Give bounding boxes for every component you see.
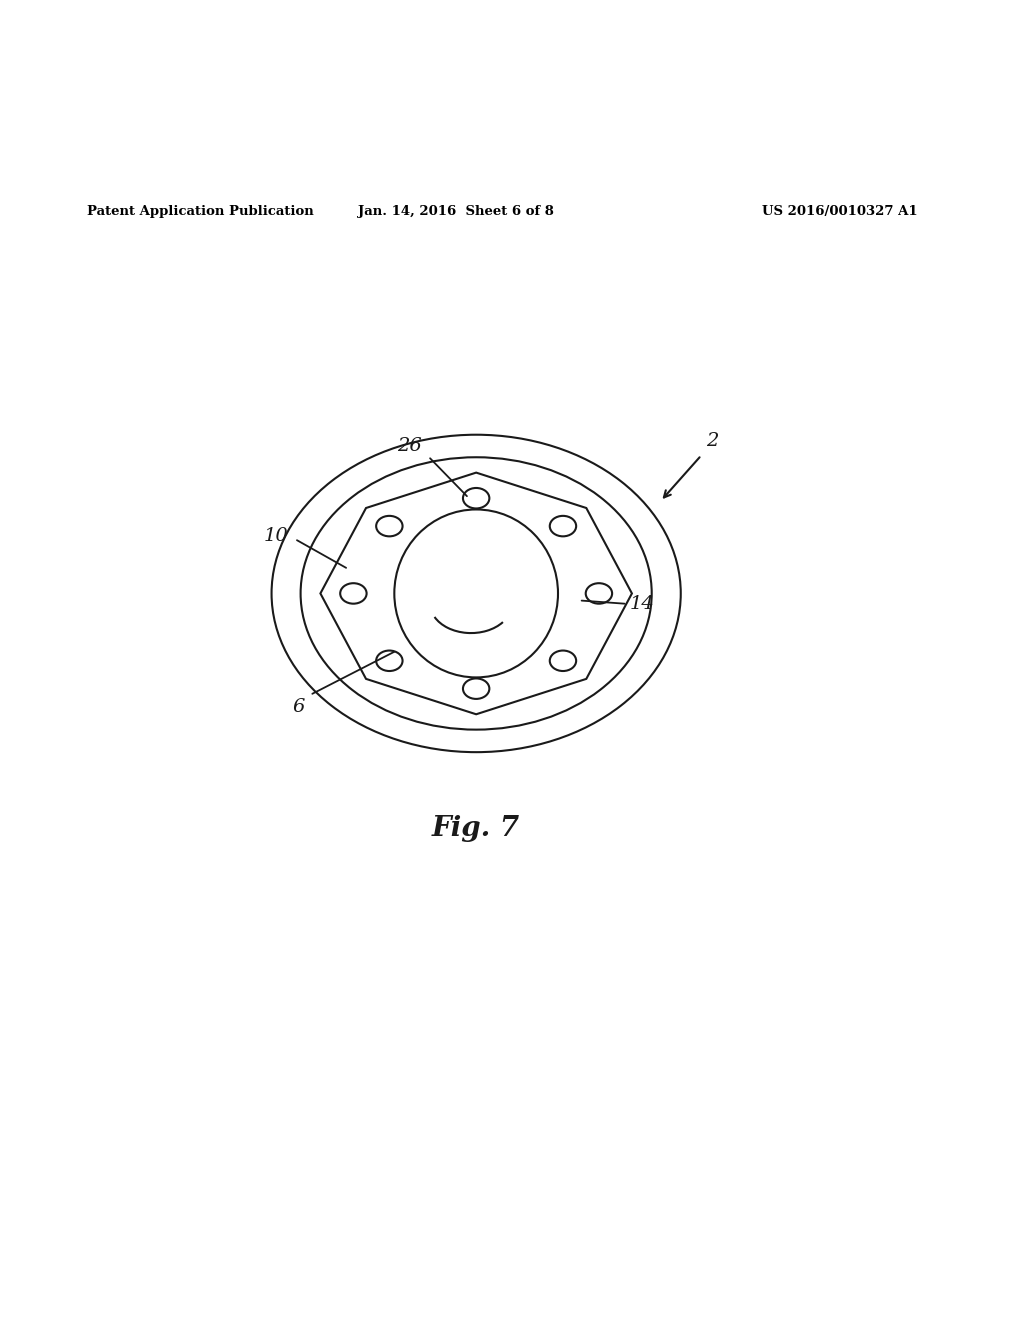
Text: 10: 10: [264, 527, 289, 545]
Text: US 2016/0010327 A1: US 2016/0010327 A1: [762, 205, 918, 218]
Text: Patent Application Publication: Patent Application Publication: [87, 205, 313, 218]
Text: 26: 26: [397, 437, 422, 455]
Text: Jan. 14, 2016  Sheet 6 of 8: Jan. 14, 2016 Sheet 6 of 8: [357, 205, 554, 218]
Text: 2: 2: [707, 432, 719, 450]
Text: 6: 6: [293, 698, 305, 715]
Text: Fig. 7: Fig. 7: [432, 816, 520, 842]
Text: 14: 14: [630, 595, 654, 612]
